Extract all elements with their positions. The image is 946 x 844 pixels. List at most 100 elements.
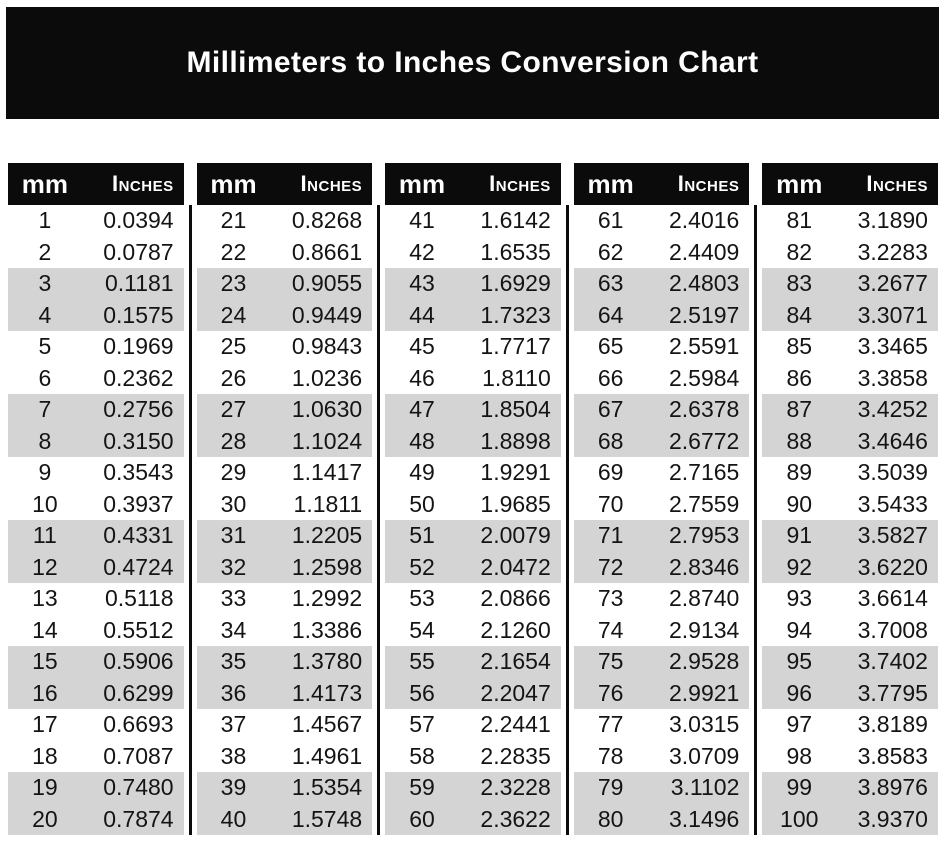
inches-value: 1.3780 (291, 648, 363, 675)
table-row: 62 2.4409 (573, 236, 750, 268)
inches-value: 2.1260 (480, 616, 551, 643)
table-row: 58 2.2835 (385, 740, 561, 772)
table-row: 4 0.1575 (8, 299, 184, 331)
inches-value: 0.2756 (103, 396, 174, 423)
table-row: 94 3.7008 (762, 614, 938, 646)
table-row: 22 0.8661 (196, 236, 373, 268)
table-row: 88 3.4646 (762, 425, 938, 457)
inches-column-header: Inches (111, 171, 174, 196)
table-row: 80 3.1496 (573, 803, 750, 835)
table-row: 99 3.8976 (762, 772, 938, 804)
mm-value: 44 (409, 301, 435, 328)
inches-value: 3.7402 (857, 648, 928, 675)
inches-value: 3.8976 (857, 774, 928, 801)
inches-value: 2.6378 (669, 396, 740, 423)
mm-value: 4 (38, 301, 52, 328)
table-row: 98 3.8583 (762, 740, 938, 772)
mm-value: 98 (786, 742, 813, 769)
table-body: 41 1.6142 42 1.6535 43 1.6929 44 1.7323 … (385, 205, 561, 835)
table-row: 30 1.1811 (196, 488, 373, 520)
column-separator (377, 205, 381, 835)
mm-value: 27 (220, 396, 247, 423)
mm-value: 50 (409, 490, 435, 517)
table-row: 65 2.5591 (573, 331, 750, 363)
inches-value: 0.8268 (291, 207, 363, 234)
table-row: 55 2.1654 (385, 646, 561, 678)
mm-value: 59 (409, 774, 435, 801)
mm-value: 22 (220, 238, 247, 265)
mm-value: 67 (597, 396, 624, 423)
table-row: 81 3.1890 (762, 205, 938, 237)
inches-value: 1.2205 (291, 522, 363, 549)
inches-value: 2.2835 (480, 742, 551, 769)
table-row: 34 1.3386 (196, 614, 373, 646)
inches-value: 1.4173 (291, 679, 363, 706)
inches-value: 3.5433 (857, 490, 928, 517)
table-row: 68 2.6772 (573, 425, 750, 457)
table-body: 1 0.0394 2 0.0787 3 0.1181 4 0.1575 5 0.… (8, 205, 184, 835)
mm-value: 42 (409, 238, 435, 265)
mm-value: 34 (220, 616, 247, 643)
inches-value: 3.9370 (857, 805, 928, 832)
mm-value: 3 (38, 270, 52, 297)
table-row: 13 0.5118 (8, 583, 184, 615)
table-row: 56 2.2047 (385, 677, 561, 709)
mm-value: 30 (220, 490, 247, 517)
mm-value: 76 (597, 679, 624, 706)
table-row: 53 2.0866 (385, 583, 561, 615)
mm-value: 92 (786, 553, 813, 580)
mm-value: 28 (220, 427, 247, 454)
mm-value: 87 (786, 396, 813, 423)
inches-value: 0.3937 (103, 490, 174, 517)
inches-value: 0.7874 (103, 805, 174, 832)
mm-value: 78 (597, 742, 624, 769)
inches-value: 1.7717 (480, 333, 551, 360)
mm-value: 39 (220, 774, 247, 801)
table-row: 54 2.1260 (385, 614, 561, 646)
table-row: 14 0.5512 (8, 614, 184, 646)
table-row: 86 3.3858 (762, 362, 938, 394)
inches-value: 3.3071 (857, 301, 928, 328)
mm-value: 57 (409, 711, 435, 738)
table-row: 71 2.7953 (573, 520, 750, 552)
table-row: 37 1.4567 (196, 709, 373, 741)
table-row: 89 3.5039 (762, 457, 938, 489)
mm-value: 51 (409, 522, 435, 549)
mm-value: 40 (220, 805, 247, 832)
mm-value: 46 (409, 364, 435, 391)
inches-value: 0.9055 (291, 270, 363, 297)
mm-value: 74 (597, 616, 624, 643)
mm-value: 7 (38, 396, 52, 423)
mm-value: 86 (786, 364, 813, 391)
table-row: 11 0.4331 (8, 520, 184, 552)
column-separator (754, 205, 758, 835)
mm-column-header: mm (21, 168, 68, 199)
inches-value: 3.1102 (670, 774, 740, 801)
table-row: 18 0.7087 (8, 740, 184, 772)
mm-value: 88 (786, 427, 813, 454)
mm-value: 94 (786, 616, 813, 643)
table-row: 25 0.9843 (196, 331, 373, 363)
table-row: 1 0.0394 (8, 205, 184, 237)
mm-value: 83 (786, 270, 813, 297)
table-row: 45 1.7717 (385, 331, 561, 363)
inches-value: 2.9921 (669, 679, 740, 706)
table-row: 64 2.5197 (573, 299, 750, 331)
inches-value: 0.9449 (291, 301, 363, 328)
conversion-table: mm Inches 1 0.0394 2 0.0787 3 0.1181 4 0… (8, 163, 184, 835)
mm-value: 19 (32, 774, 58, 801)
inches-value: 2.3622 (480, 805, 551, 832)
table-row: 48 1.8898 (385, 425, 561, 457)
mm-value: 20 (32, 805, 58, 832)
table-row: 46 1.8110 (385, 362, 561, 394)
mm-column-header: mm (587, 168, 634, 199)
table-row: 51 2.0079 (385, 520, 561, 552)
table-row: 100 3.9370 (762, 803, 938, 835)
inches-value: 2.3228 (480, 774, 551, 801)
table-row: 79 3.1102 (573, 772, 750, 804)
inches-value: 1.2992 (291, 585, 363, 612)
table-row: 8 0.3150 (8, 425, 184, 457)
inches-value: 3.5039 (857, 459, 928, 486)
table-row: 49 1.9291 (385, 457, 561, 489)
inches-value: 3.2283 (857, 238, 928, 265)
